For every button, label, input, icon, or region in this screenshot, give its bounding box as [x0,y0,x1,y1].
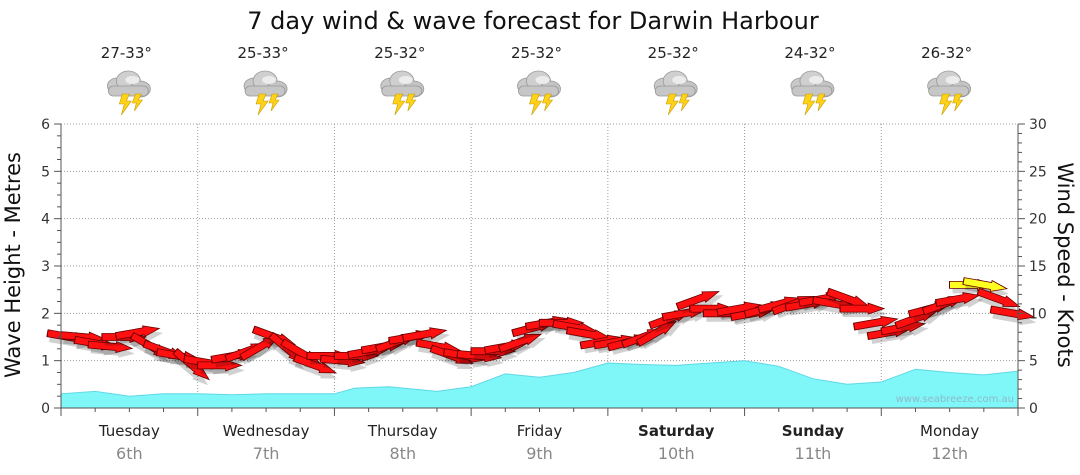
thunderstorm-icon [243,70,288,116]
wind-arrow [87,340,135,358]
wave-height-axis: 0 1 2 3 4 5 6 [41,117,50,417]
right-tick-label: 10 [1029,306,1047,322]
temperature-range-label: 25-32° [511,44,562,62]
wind-arrow-series [46,277,1037,386]
day-date-label: 10th [658,444,695,463]
wind-arrow [635,320,682,350]
left-tick-label: 1 [41,354,50,370]
wind-arrow [853,315,902,335]
right-axis-title: Wind Speed - Knots [1053,162,1077,367]
thunderstorm-icon [380,70,425,116]
plot-frame [54,123,1025,416]
wind-arrow [976,287,1021,313]
wind-arrow [172,348,210,386]
thunderstorm-icon [517,70,561,116]
right-tick-label: 15 [1029,259,1047,275]
chart-title: 7 day wind & wave forecast for Darwin Ha… [247,7,819,35]
thunderstorm-icon [653,70,698,116]
right-tick-label: 20 [1029,212,1047,228]
wave-height-area-fill [60,360,1019,409]
wind-arrow [989,305,1037,326]
wind-arrow [894,310,943,333]
right-tick-label: 5 [1029,354,1038,370]
wind-arrow [839,302,888,320]
temperature-row: 27-33° 25-33° 25-32° 25-32° 25-32° 24-32° 26-3… [101,44,972,62]
temperature-range-label: 26-32° [921,44,972,62]
day-name-label: Wednesday [223,422,310,440]
left-tick-label: 3 [41,259,50,275]
right-tick-label: 25 [1029,164,1047,180]
wind-arrow [962,277,1009,297]
wind-speed-axis: 0 5 10 15 20 25 30 [1029,117,1047,417]
day-date-label: 6th [116,444,143,463]
weather-icon-row [106,70,972,116]
watermark: www.seabreeze.com.au [896,394,1014,405]
day-name-label: Saturday [638,422,715,440]
day-name-label: Monday [920,422,979,440]
day-date-label: 7th [253,444,280,463]
temperature-range-label: 24-32° [784,44,835,62]
day-name-label: Thursday [367,422,438,440]
day-name-label: Sunday [782,422,845,440]
thunderstorm-icon [927,70,972,116]
left-axis-title: Wave Height - Metres [1,152,25,378]
day-name-label: Friday [517,422,563,440]
left-tick-label: 0 [41,401,50,417]
thunderstorm-icon [106,70,151,116]
wave-height-area [60,360,1019,409]
temperature-range-label: 25-32° [374,44,425,62]
wind-arrow [498,333,546,357]
wind-arrow [292,354,338,379]
temperature-range-label: 27-33° [101,44,152,62]
temperature-range-label: 25-33° [238,44,289,62]
day-name-label: Tuesday [98,422,160,440]
left-tick-label: 5 [41,164,50,180]
left-tick-label: 4 [41,212,50,228]
wind-arrow [935,292,984,311]
day-date-label: 11th [795,444,832,463]
thunderstorm-icon [790,70,835,116]
wind-arrow [197,359,245,376]
right-tick-label: 0 [1029,401,1038,417]
day-labels: Tuesday 6th Wednesday 7th Thursday 8th Friday 9… [98,422,980,463]
day-date-label: 8th [389,444,416,463]
right-tick-label: 30 [1029,117,1047,133]
day-date-label: 12th [931,444,968,463]
temperature-range-label: 25-32° [648,44,699,62]
left-tick-label: 6 [41,117,50,133]
left-tick-label: 2 [41,306,50,322]
day-date-label: 9th [526,444,553,463]
